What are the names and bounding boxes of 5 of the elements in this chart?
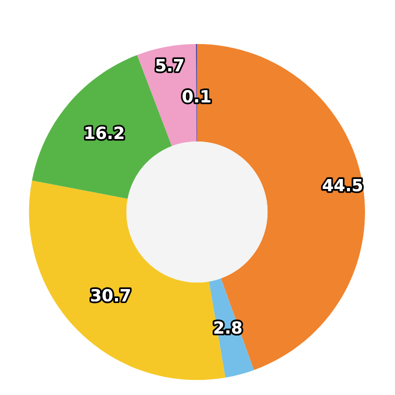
data-label: 0.1 [182, 90, 210, 103]
data-label: 30.7 [91, 288, 130, 302]
data-label: 16.2 [86, 126, 124, 140]
data-label: 5.7 [156, 59, 184, 72]
data-label: 44.5 [322, 179, 362, 192]
